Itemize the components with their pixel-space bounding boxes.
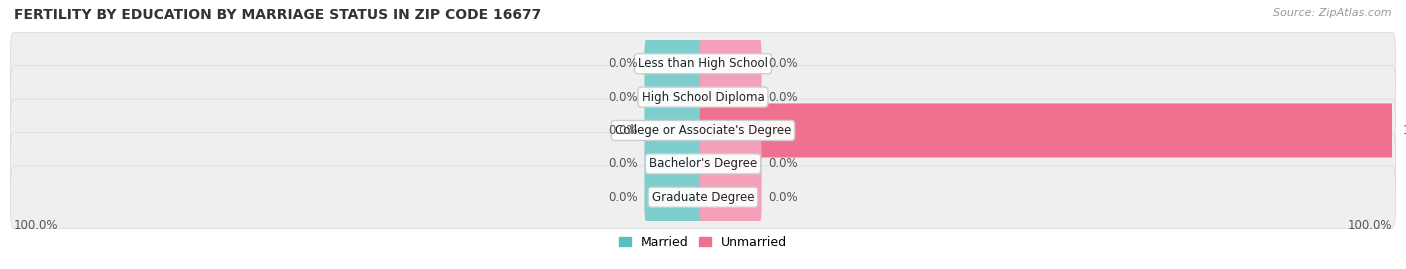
Text: 100.0%: 100.0% <box>1402 124 1406 137</box>
Text: High School Diploma: High School Diploma <box>641 91 765 104</box>
Text: Bachelor's Degree: Bachelor's Degree <box>650 157 756 170</box>
Text: Less than High School: Less than High School <box>638 57 768 70</box>
Text: 0.0%: 0.0% <box>607 157 637 170</box>
FancyBboxPatch shape <box>644 170 706 224</box>
Text: 0.0%: 0.0% <box>769 57 799 70</box>
FancyBboxPatch shape <box>644 104 706 158</box>
Text: 100.0%: 100.0% <box>1347 219 1392 232</box>
Legend: Married, Unmarried: Married, Unmarried <box>613 231 793 254</box>
FancyBboxPatch shape <box>644 37 706 91</box>
FancyBboxPatch shape <box>644 70 706 124</box>
FancyBboxPatch shape <box>700 137 762 191</box>
FancyBboxPatch shape <box>11 99 1395 162</box>
Text: 0.0%: 0.0% <box>769 91 799 104</box>
FancyBboxPatch shape <box>11 132 1395 195</box>
FancyBboxPatch shape <box>11 66 1395 129</box>
FancyBboxPatch shape <box>700 170 762 224</box>
FancyBboxPatch shape <box>11 32 1395 95</box>
Text: 0.0%: 0.0% <box>607 91 637 104</box>
Text: 0.0%: 0.0% <box>607 124 637 137</box>
Text: 0.0%: 0.0% <box>769 191 799 204</box>
Text: 100.0%: 100.0% <box>14 219 59 232</box>
Text: College or Associate's Degree: College or Associate's Degree <box>614 124 792 137</box>
Text: 0.0%: 0.0% <box>607 191 637 204</box>
FancyBboxPatch shape <box>11 166 1395 229</box>
Text: Graduate Degree: Graduate Degree <box>652 191 754 204</box>
FancyBboxPatch shape <box>700 104 1395 158</box>
Text: 0.0%: 0.0% <box>607 57 637 70</box>
Text: FERTILITY BY EDUCATION BY MARRIAGE STATUS IN ZIP CODE 16677: FERTILITY BY EDUCATION BY MARRIAGE STATU… <box>14 8 541 22</box>
Text: 0.0%: 0.0% <box>769 157 799 170</box>
FancyBboxPatch shape <box>700 37 762 91</box>
Text: Source: ZipAtlas.com: Source: ZipAtlas.com <box>1274 8 1392 18</box>
FancyBboxPatch shape <box>700 70 762 124</box>
FancyBboxPatch shape <box>644 137 706 191</box>
